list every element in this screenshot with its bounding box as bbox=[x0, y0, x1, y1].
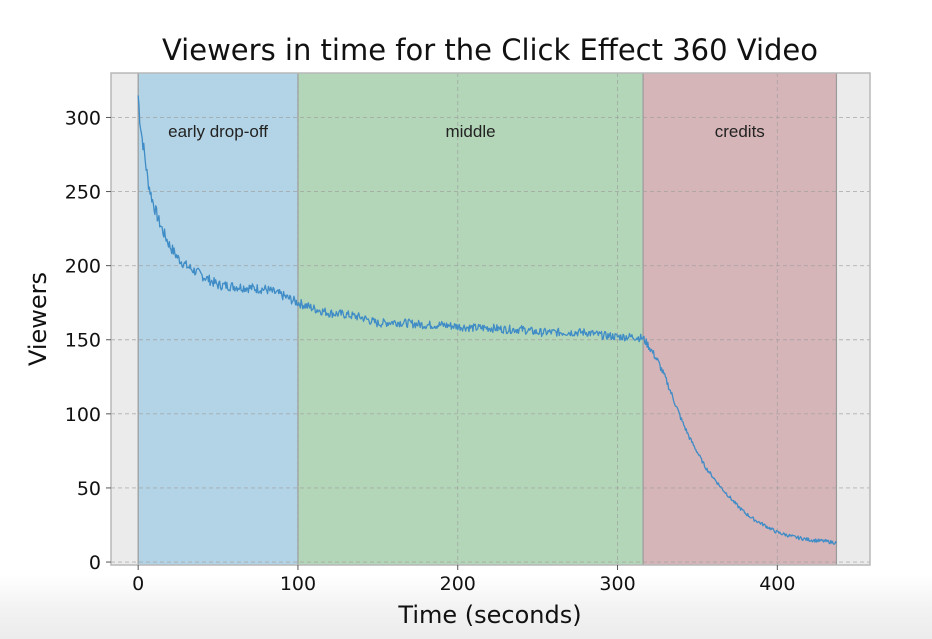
region-band-middle bbox=[297, 73, 644, 565]
axis-ticks: 0 100 200 300 400 0 50 100 150 200 250 300 bbox=[65, 107, 796, 595]
y-tick-label-50: 50 bbox=[77, 478, 101, 500]
region-band-early-drop-off bbox=[138, 73, 298, 565]
y-tick-label-300: 300 bbox=[65, 107, 101, 129]
y-tick-label-0: 0 bbox=[89, 552, 101, 574]
y-axis-label: Viewers bbox=[24, 272, 52, 366]
x-tick-label-400: 400 bbox=[759, 573, 795, 595]
series-line-0 bbox=[137, 95, 837, 545]
x-axis-label: Time (seconds) bbox=[397, 601, 581, 629]
region-band-credits bbox=[643, 73, 837, 565]
chart-title: Viewers in time for the Click Effect 360… bbox=[162, 33, 818, 67]
x-tick-label-300: 300 bbox=[599, 573, 635, 595]
region-bands bbox=[137, 73, 838, 565]
region-label-credits: credits bbox=[715, 122, 765, 141]
x-tick-label-200: 200 bbox=[440, 573, 476, 595]
y-tick-label-250: 250 bbox=[65, 182, 101, 204]
region-labels: early drop-off middle credits bbox=[168, 122, 765, 141]
y-tick-label-200: 200 bbox=[65, 256, 101, 278]
series-lines bbox=[137, 95, 837, 545]
x-tick-label-0: 0 bbox=[132, 573, 144, 595]
plot-frame bbox=[110, 72, 871, 566]
y-tick-label-100: 100 bbox=[65, 404, 101, 426]
region-label-early-drop-off: early drop-off bbox=[168, 122, 268, 141]
y-tick-label-150: 150 bbox=[65, 330, 101, 352]
grid-lines bbox=[111, 73, 870, 565]
x-tick-label-100: 100 bbox=[280, 573, 316, 595]
region-label-middle: middle bbox=[445, 122, 495, 141]
